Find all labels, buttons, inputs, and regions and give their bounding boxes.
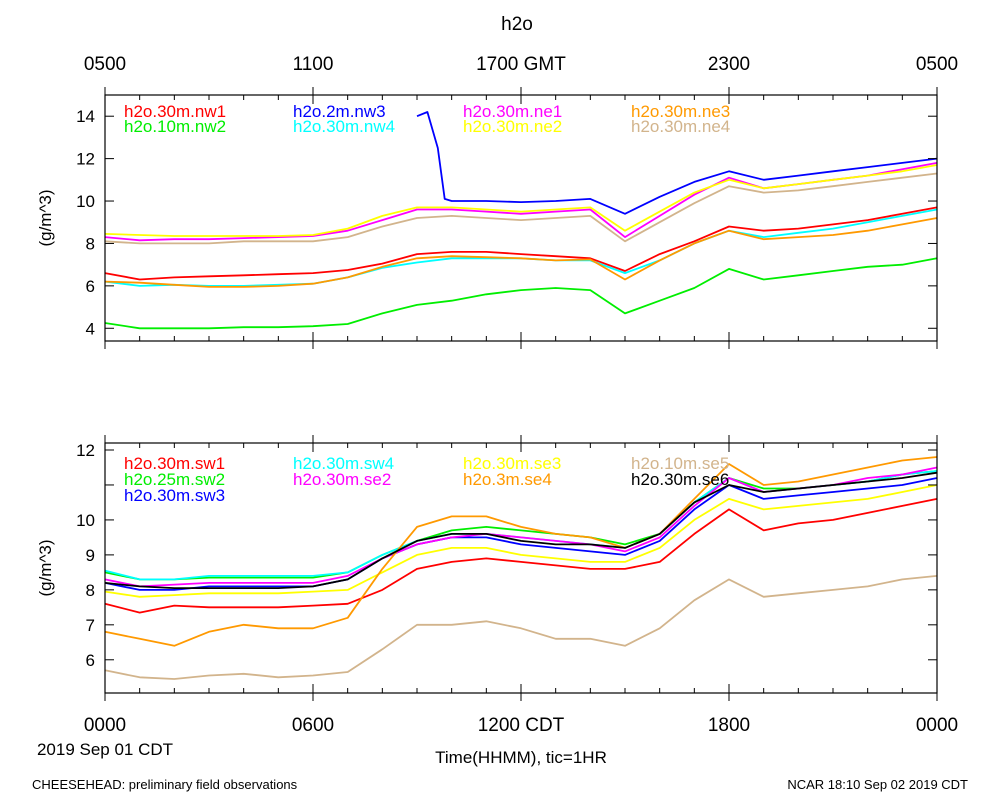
top-tick-label: 1700 GMT (476, 54, 566, 75)
y-tick-label: 10 (76, 511, 95, 530)
series-line-h2o.30m.ne2 (104, 164, 938, 237)
series-line-h2o.3m.se4 (104, 456, 938, 647)
legend-entry: h2o.30m.ne3 (631, 102, 730, 121)
y-axis-title: (g/m^3) (36, 189, 55, 246)
legend-entry: h2o.30m.ne2 (463, 117, 562, 136)
upper-panel: 4 6 8 10 12 14 (g/m^3) 0500 1100 1700 GMT 2300 0500… (36, 54, 958, 349)
series-line-h2o.30m.sw3 (104, 477, 938, 591)
y-tick-label: 4 (86, 319, 95, 338)
y-tick-label: 8 (86, 581, 95, 600)
legend-entry: h2o.25m.sw2 (124, 470, 225, 489)
y-tick-label: 12 (76, 441, 95, 460)
top-tick-label: 1100 (293, 54, 334, 75)
y-tick-label: 8 (86, 234, 95, 253)
top-tick-label: 2300 (708, 54, 750, 75)
top-tick-label: 0500 (916, 54, 958, 75)
y-tick-label: 14 (76, 107, 95, 126)
legend-entry: h2o.30m.sw3 (124, 486, 225, 505)
legend-entry: h2o.3m.se4 (463, 470, 552, 489)
y-tick-label: 6 (86, 651, 95, 670)
y-tick-label: 6 (86, 277, 95, 296)
footer-right: NCAR 18:10 Sep 02 2019 CDT (787, 777, 968, 792)
series-line-h2o.30m.se3 (104, 484, 938, 598)
legend-entry: h2o.30m.nw4 (293, 117, 395, 136)
bottom-tick-label: 0600 (292, 715, 334, 736)
series-line-h2o.30m.ne3 (104, 217, 938, 288)
legend-entry: h2o.30m.se6 (631, 470, 729, 489)
legend-entry: h2o.30m.ne4 (631, 117, 730, 136)
y-axis-title: (g/m^3) (36, 539, 55, 596)
legend-entry: h2o.30m.sw1 (124, 454, 225, 473)
series-line-h2o.30m.sw1 (104, 498, 938, 614)
chart-title: h2o (501, 14, 533, 35)
date-label: 2019 Sep 01 CDT (37, 740, 173, 759)
bottom-tick-label: 0000 (84, 715, 126, 736)
x-axis-title: Time(HHMM), tic=1HR (435, 748, 607, 767)
lower-panel: 6 7 8 9 10 12 (g/m^3) 0000 0600 1200 CDT 1800 0000 h… (36, 435, 958, 736)
y-tick-label: 10 (76, 192, 95, 211)
bottom-tick-label: 0000 (916, 715, 958, 736)
series-line-h2o.30m.se6 (104, 471, 938, 589)
legend-entry: h2o.30m.se2 (293, 470, 391, 489)
legend-entry: h2o.30m.ne1 (463, 102, 562, 121)
bottom-tick-label: 1200 CDT (478, 715, 565, 736)
y-tick-label: 9 (86, 546, 95, 565)
series-line-h2o.30m.nw1 (104, 206, 938, 281)
series-line-h2o.30m.ne4 (104, 172, 938, 245)
footer-left: CHEESEHEAD: preliminary field observatio… (32, 777, 298, 792)
legend-entry: h2o.10m.nw2 (124, 117, 226, 136)
top-tick-label: 0500 (84, 54, 126, 75)
legend-entry: h2o.30m.se3 (463, 454, 561, 473)
legend-entry: h2o.30m.sw4 (293, 454, 394, 473)
legend-entry: h2o.30m.nw1 (124, 102, 226, 121)
legend-entry: h2o.10m.se5 (631, 454, 729, 473)
legend-entry: h2o.2m.nw3 (293, 102, 386, 121)
series-line-h2o.2m.nw3 (416, 111, 938, 215)
series-line-h2o.10m.nw2 (104, 257, 938, 330)
bottom-tick-label: 1800 (708, 715, 750, 736)
y-tick-label: 7 (86, 616, 95, 635)
series-line-h2o.10m.se5 (104, 575, 938, 680)
y-tick-label: 12 (76, 150, 95, 169)
